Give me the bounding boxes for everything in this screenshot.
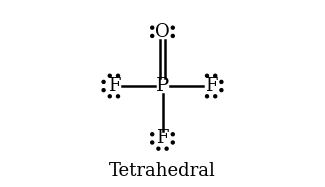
Circle shape	[205, 74, 209, 77]
Circle shape	[214, 95, 217, 98]
Circle shape	[108, 95, 111, 98]
Circle shape	[102, 80, 105, 83]
Text: P: P	[156, 77, 169, 95]
Circle shape	[165, 147, 168, 150]
Circle shape	[157, 147, 160, 150]
Circle shape	[151, 133, 154, 136]
Circle shape	[151, 34, 154, 37]
Circle shape	[171, 26, 174, 29]
Text: O: O	[155, 23, 170, 41]
Text: F: F	[108, 77, 120, 95]
Circle shape	[116, 74, 120, 77]
Circle shape	[151, 26, 154, 29]
Circle shape	[151, 141, 154, 144]
Circle shape	[171, 141, 174, 144]
Circle shape	[116, 95, 120, 98]
Circle shape	[102, 89, 105, 92]
Text: F: F	[205, 77, 217, 95]
Circle shape	[220, 80, 223, 83]
Circle shape	[220, 89, 223, 92]
Circle shape	[214, 74, 217, 77]
Text: Tetrahedral: Tetrahedral	[109, 162, 216, 180]
Circle shape	[205, 95, 209, 98]
Text: F: F	[156, 129, 169, 147]
Circle shape	[171, 133, 174, 136]
Circle shape	[171, 34, 174, 37]
Circle shape	[108, 74, 111, 77]
